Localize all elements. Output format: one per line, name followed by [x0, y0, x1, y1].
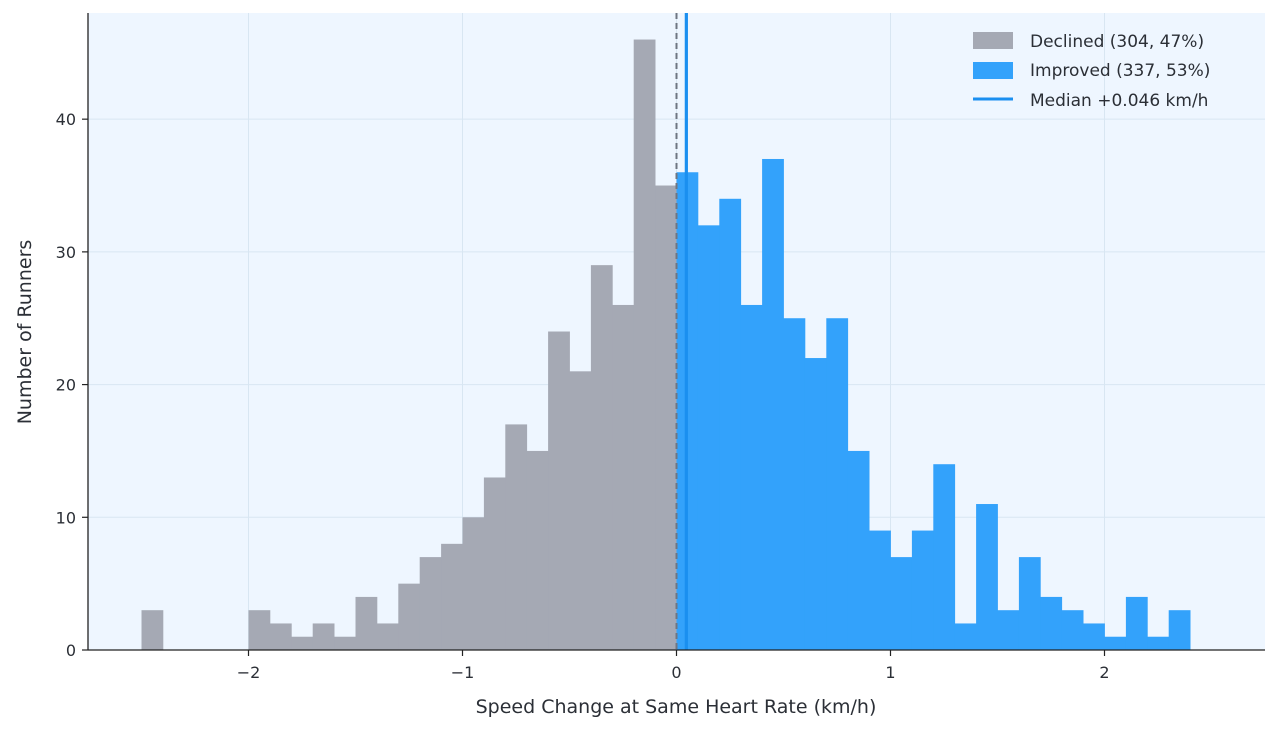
y-tick-label: 20: [56, 376, 76, 395]
y-tick-label: 10: [56, 508, 76, 527]
histogram-bar-declined: [462, 517, 485, 650]
histogram-bar-declined: [269, 623, 292, 650]
histogram-bar-improved: [1083, 623, 1105, 650]
histogram-bar-declined: [590, 265, 613, 650]
histogram-bar-declined: [355, 596, 378, 650]
histogram-bar-improved: [997, 610, 1020, 650]
histogram-bar-improved: [1125, 596, 1148, 650]
x-tick-label: 1: [885, 663, 895, 682]
histogram-bar-improved: [1018, 557, 1041, 650]
histogram-bar-improved: [697, 225, 720, 651]
histogram-bar-declined: [483, 477, 506, 650]
legend-label-declined: Declined (304, 47%): [1030, 32, 1204, 52]
histogram-bar-declined: [312, 623, 335, 650]
histogram-bar-declined: [441, 543, 463, 650]
histogram-bar-declined: [548, 331, 570, 650]
legend-label-improved: Improved (337, 53%): [1030, 61, 1210, 81]
histogram-bar-improved: [1061, 610, 1084, 650]
legend-label-median: Median +0.046 km/h: [1030, 91, 1208, 111]
histogram-bar-improved: [804, 358, 827, 650]
x-tick-label: 0: [671, 663, 681, 682]
histogram-bar-improved: [911, 530, 934, 650]
legend: Declined (304, 47%) Improved (337, 53%) …: [973, 32, 1210, 111]
histogram-bar-improved: [1147, 636, 1170, 650]
reference-lines: [675, 13, 688, 650]
legend-swatch-improved: [973, 62, 1013, 79]
histogram-bar-improved: [933, 464, 956, 650]
histogram-bar-declined: [334, 636, 356, 650]
histogram-bar-improved: [890, 557, 913, 650]
x-tick-label: −1: [451, 663, 475, 682]
histogram-bar-improved: [740, 304, 763, 650]
histogram-bar-improved: [869, 530, 891, 650]
histogram-bar-declined: [398, 583, 421, 650]
histogram-bar-declined: [655, 185, 677, 651]
histogram-bar-declined: [612, 304, 635, 650]
histogram-bar-improved: [719, 198, 742, 650]
histogram-bar-declined: [569, 371, 592, 650]
x-axis-title: Speed Change at Same Heart Rate (km/h): [476, 696, 877, 718]
histogram-bar-improved: [783, 318, 806, 650]
histogram-bar-declined: [248, 610, 271, 650]
histogram-bar-improved: [1168, 610, 1191, 650]
legend-swatch-declined: [973, 32, 1013, 49]
y-tick-label: 40: [56, 110, 76, 129]
histogram-bar-improved: [954, 623, 977, 650]
y-axis-title: Number of Runners: [14, 240, 36, 425]
x-tick-label: −2: [237, 663, 261, 682]
histogram-bar-improved: [847, 450, 870, 650]
histogram-bar-improved: [826, 318, 849, 650]
histogram-bar-improved: [762, 158, 784, 650]
histogram-bar-improved: [1104, 636, 1127, 650]
x-tick-label: 2: [1099, 663, 1109, 682]
histogram-bar-declined: [633, 39, 656, 650]
histogram-bar-declined: [291, 636, 314, 650]
histogram-bar-improved: [1040, 596, 1063, 650]
histogram-bar-declined: [526, 450, 549, 650]
histogram-bar-declined: [505, 424, 528, 650]
histogram-bars: [141, 39, 1191, 651]
y-tick-label: 0: [66, 641, 76, 660]
histogram-bar-improved: [976, 504, 998, 650]
histogram-bar-declined: [419, 557, 442, 650]
histogram-bar-declined: [376, 623, 399, 650]
y-tick-label: 30: [56, 243, 76, 262]
histogram-bar-declined: [141, 610, 164, 650]
